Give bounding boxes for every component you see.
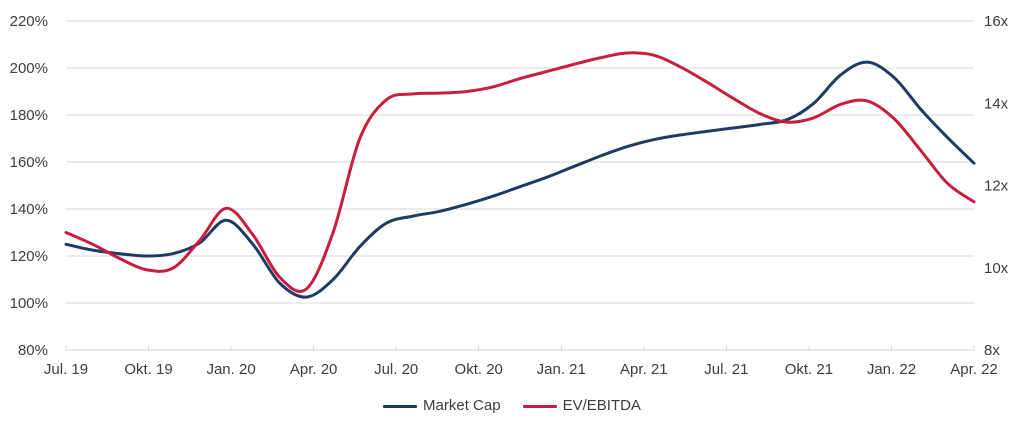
series-line-ev-ebitda xyxy=(64,51,976,293)
series-line-market-cap xyxy=(64,60,976,299)
left-axis-label: 160% xyxy=(10,154,48,171)
x-axis-label: Jul. 21 xyxy=(704,361,748,378)
x-axis-label: Apr. 20 xyxy=(290,361,338,378)
x-axis-label: Apr. 21 xyxy=(620,361,668,378)
left-axis-label: 140% xyxy=(10,201,48,218)
x-axis-label: Okt. 20 xyxy=(455,361,503,378)
left-axis-label: 180% xyxy=(10,107,48,124)
x-axis-label: Okt. 19 xyxy=(124,361,172,378)
x-axis-label: Jan. 22 xyxy=(867,361,916,378)
legend-item-market-cap: Market Cap xyxy=(383,397,501,415)
left-axis-label: 200% xyxy=(10,60,48,77)
right-axis-label: 12x xyxy=(984,178,1009,195)
x-axis-label: Jul. 19 xyxy=(44,361,88,378)
left-axis-label: 120% xyxy=(10,248,48,265)
x-axis-label: Apr. 22 xyxy=(950,361,998,378)
right-axis-label: 10x xyxy=(984,260,1009,277)
legend-item-ev-ebitda: EV/EBITDA xyxy=(522,397,641,415)
x-axis-label: Jul. 20 xyxy=(374,361,418,378)
x-axis-label: Okt. 21 xyxy=(785,361,833,378)
left-axis-label: 220% xyxy=(10,13,48,30)
right-axis-label: 8x xyxy=(984,342,1000,359)
legend-swatch-ev-ebitda xyxy=(522,404,557,408)
right-axis-label: 14x xyxy=(984,95,1009,112)
x-axis-label: Jan. 21 xyxy=(537,361,586,378)
chart-legend: Market Cap EV/EBITDA xyxy=(0,397,1024,415)
legend-label-market-cap: Market Cap xyxy=(423,397,501,414)
x-axis-label: Jan. 20 xyxy=(206,361,255,378)
left-axis-label: 100% xyxy=(10,295,48,312)
left-axis-label: 80% xyxy=(18,342,48,359)
legend-swatch-market-cap xyxy=(383,404,418,408)
right-axis-label: 16x xyxy=(984,13,1009,30)
legend-label-ev-ebitda: EV/EBITDA xyxy=(562,397,641,414)
